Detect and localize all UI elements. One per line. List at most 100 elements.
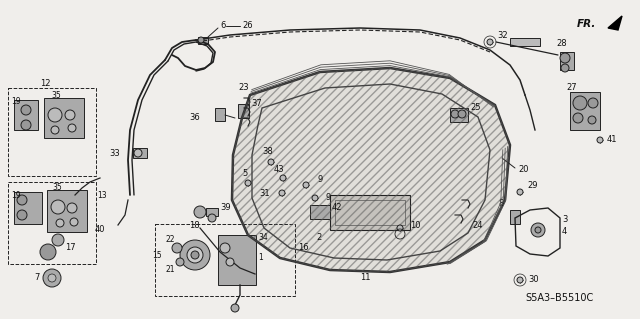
Circle shape: [588, 116, 596, 124]
Text: 32: 32: [497, 32, 508, 41]
Text: 19: 19: [11, 190, 20, 199]
Text: 9: 9: [317, 175, 323, 184]
Text: 42: 42: [332, 204, 342, 212]
Bar: [47, 190, 87, 232]
Text: 41: 41: [607, 136, 618, 145]
Bar: [510, 210, 520, 224]
Circle shape: [573, 96, 587, 110]
Circle shape: [588, 98, 598, 108]
Text: S5A3–B5510C: S5A3–B5510C: [525, 293, 593, 303]
Circle shape: [191, 251, 199, 259]
Circle shape: [451, 110, 459, 118]
Bar: [155, 224, 295, 296]
Circle shape: [21, 105, 31, 115]
Text: 38: 38: [262, 147, 273, 157]
Text: 8: 8: [499, 199, 504, 209]
Text: 43: 43: [274, 166, 285, 174]
Bar: [8, 88, 96, 176]
Text: 16: 16: [298, 243, 308, 253]
Circle shape: [517, 277, 523, 283]
Text: 20: 20: [518, 166, 529, 174]
Bar: [570, 92, 600, 130]
Circle shape: [268, 159, 274, 165]
Text: 28: 28: [556, 39, 566, 48]
Bar: [198, 37, 208, 44]
Text: 6: 6: [220, 21, 225, 31]
Circle shape: [70, 218, 78, 226]
Bar: [133, 148, 147, 158]
Text: 35: 35: [52, 183, 61, 192]
Bar: [330, 195, 410, 230]
Text: 31: 31: [259, 189, 270, 197]
Circle shape: [597, 137, 603, 143]
Bar: [335, 200, 405, 225]
Text: 2: 2: [316, 234, 321, 242]
Text: 24: 24: [472, 220, 483, 229]
Circle shape: [303, 182, 309, 188]
Bar: [14, 100, 38, 130]
Circle shape: [487, 39, 493, 45]
Polygon shape: [608, 16, 622, 30]
Text: 17: 17: [65, 243, 76, 253]
Circle shape: [176, 258, 184, 266]
Circle shape: [517, 189, 523, 195]
Bar: [215, 108, 225, 121]
Text: 29: 29: [527, 182, 538, 190]
Text: 7: 7: [35, 273, 40, 283]
Text: 11: 11: [360, 273, 371, 283]
Circle shape: [43, 269, 61, 287]
Circle shape: [48, 108, 62, 122]
Bar: [14, 192, 42, 224]
Bar: [310, 205, 330, 219]
Bar: [44, 98, 84, 138]
Circle shape: [40, 244, 56, 260]
Text: 3: 3: [562, 216, 568, 225]
Circle shape: [56, 219, 64, 227]
Circle shape: [65, 110, 75, 120]
Text: 35: 35: [51, 92, 61, 100]
Text: FR.: FR.: [577, 19, 596, 29]
Text: 23: 23: [238, 84, 248, 93]
Circle shape: [52, 234, 64, 246]
Bar: [218, 235, 256, 285]
Circle shape: [198, 37, 204, 43]
Circle shape: [397, 225, 403, 231]
Circle shape: [67, 203, 77, 213]
Text: 5: 5: [242, 168, 247, 177]
Circle shape: [226, 258, 234, 266]
Circle shape: [134, 149, 142, 157]
Circle shape: [172, 243, 182, 253]
Circle shape: [560, 53, 570, 63]
Circle shape: [279, 190, 285, 196]
Circle shape: [180, 240, 210, 270]
Circle shape: [51, 126, 59, 134]
Circle shape: [280, 175, 286, 181]
Text: 27: 27: [566, 84, 577, 93]
Text: 33: 33: [109, 149, 120, 158]
Text: 21: 21: [166, 265, 175, 275]
Bar: [510, 38, 540, 46]
Circle shape: [531, 223, 545, 237]
Bar: [238, 104, 249, 118]
Text: 19: 19: [11, 98, 20, 107]
Bar: [8, 182, 96, 264]
Text: 39: 39: [220, 204, 230, 212]
Bar: [450, 108, 468, 122]
Text: 1: 1: [258, 254, 263, 263]
Text: 10: 10: [410, 220, 420, 229]
Circle shape: [48, 274, 56, 282]
Circle shape: [573, 113, 583, 123]
Text: 18: 18: [189, 221, 200, 231]
Circle shape: [17, 195, 27, 205]
Polygon shape: [232, 68, 510, 272]
Text: 26: 26: [242, 21, 253, 31]
Text: 34: 34: [258, 234, 268, 242]
Circle shape: [68, 124, 76, 132]
Text: 30: 30: [528, 276, 539, 285]
Circle shape: [312, 195, 318, 201]
Bar: [206, 208, 218, 216]
Text: 25: 25: [470, 103, 481, 113]
Text: 22: 22: [166, 235, 175, 244]
Circle shape: [208, 214, 216, 222]
Text: 37: 37: [251, 99, 262, 108]
